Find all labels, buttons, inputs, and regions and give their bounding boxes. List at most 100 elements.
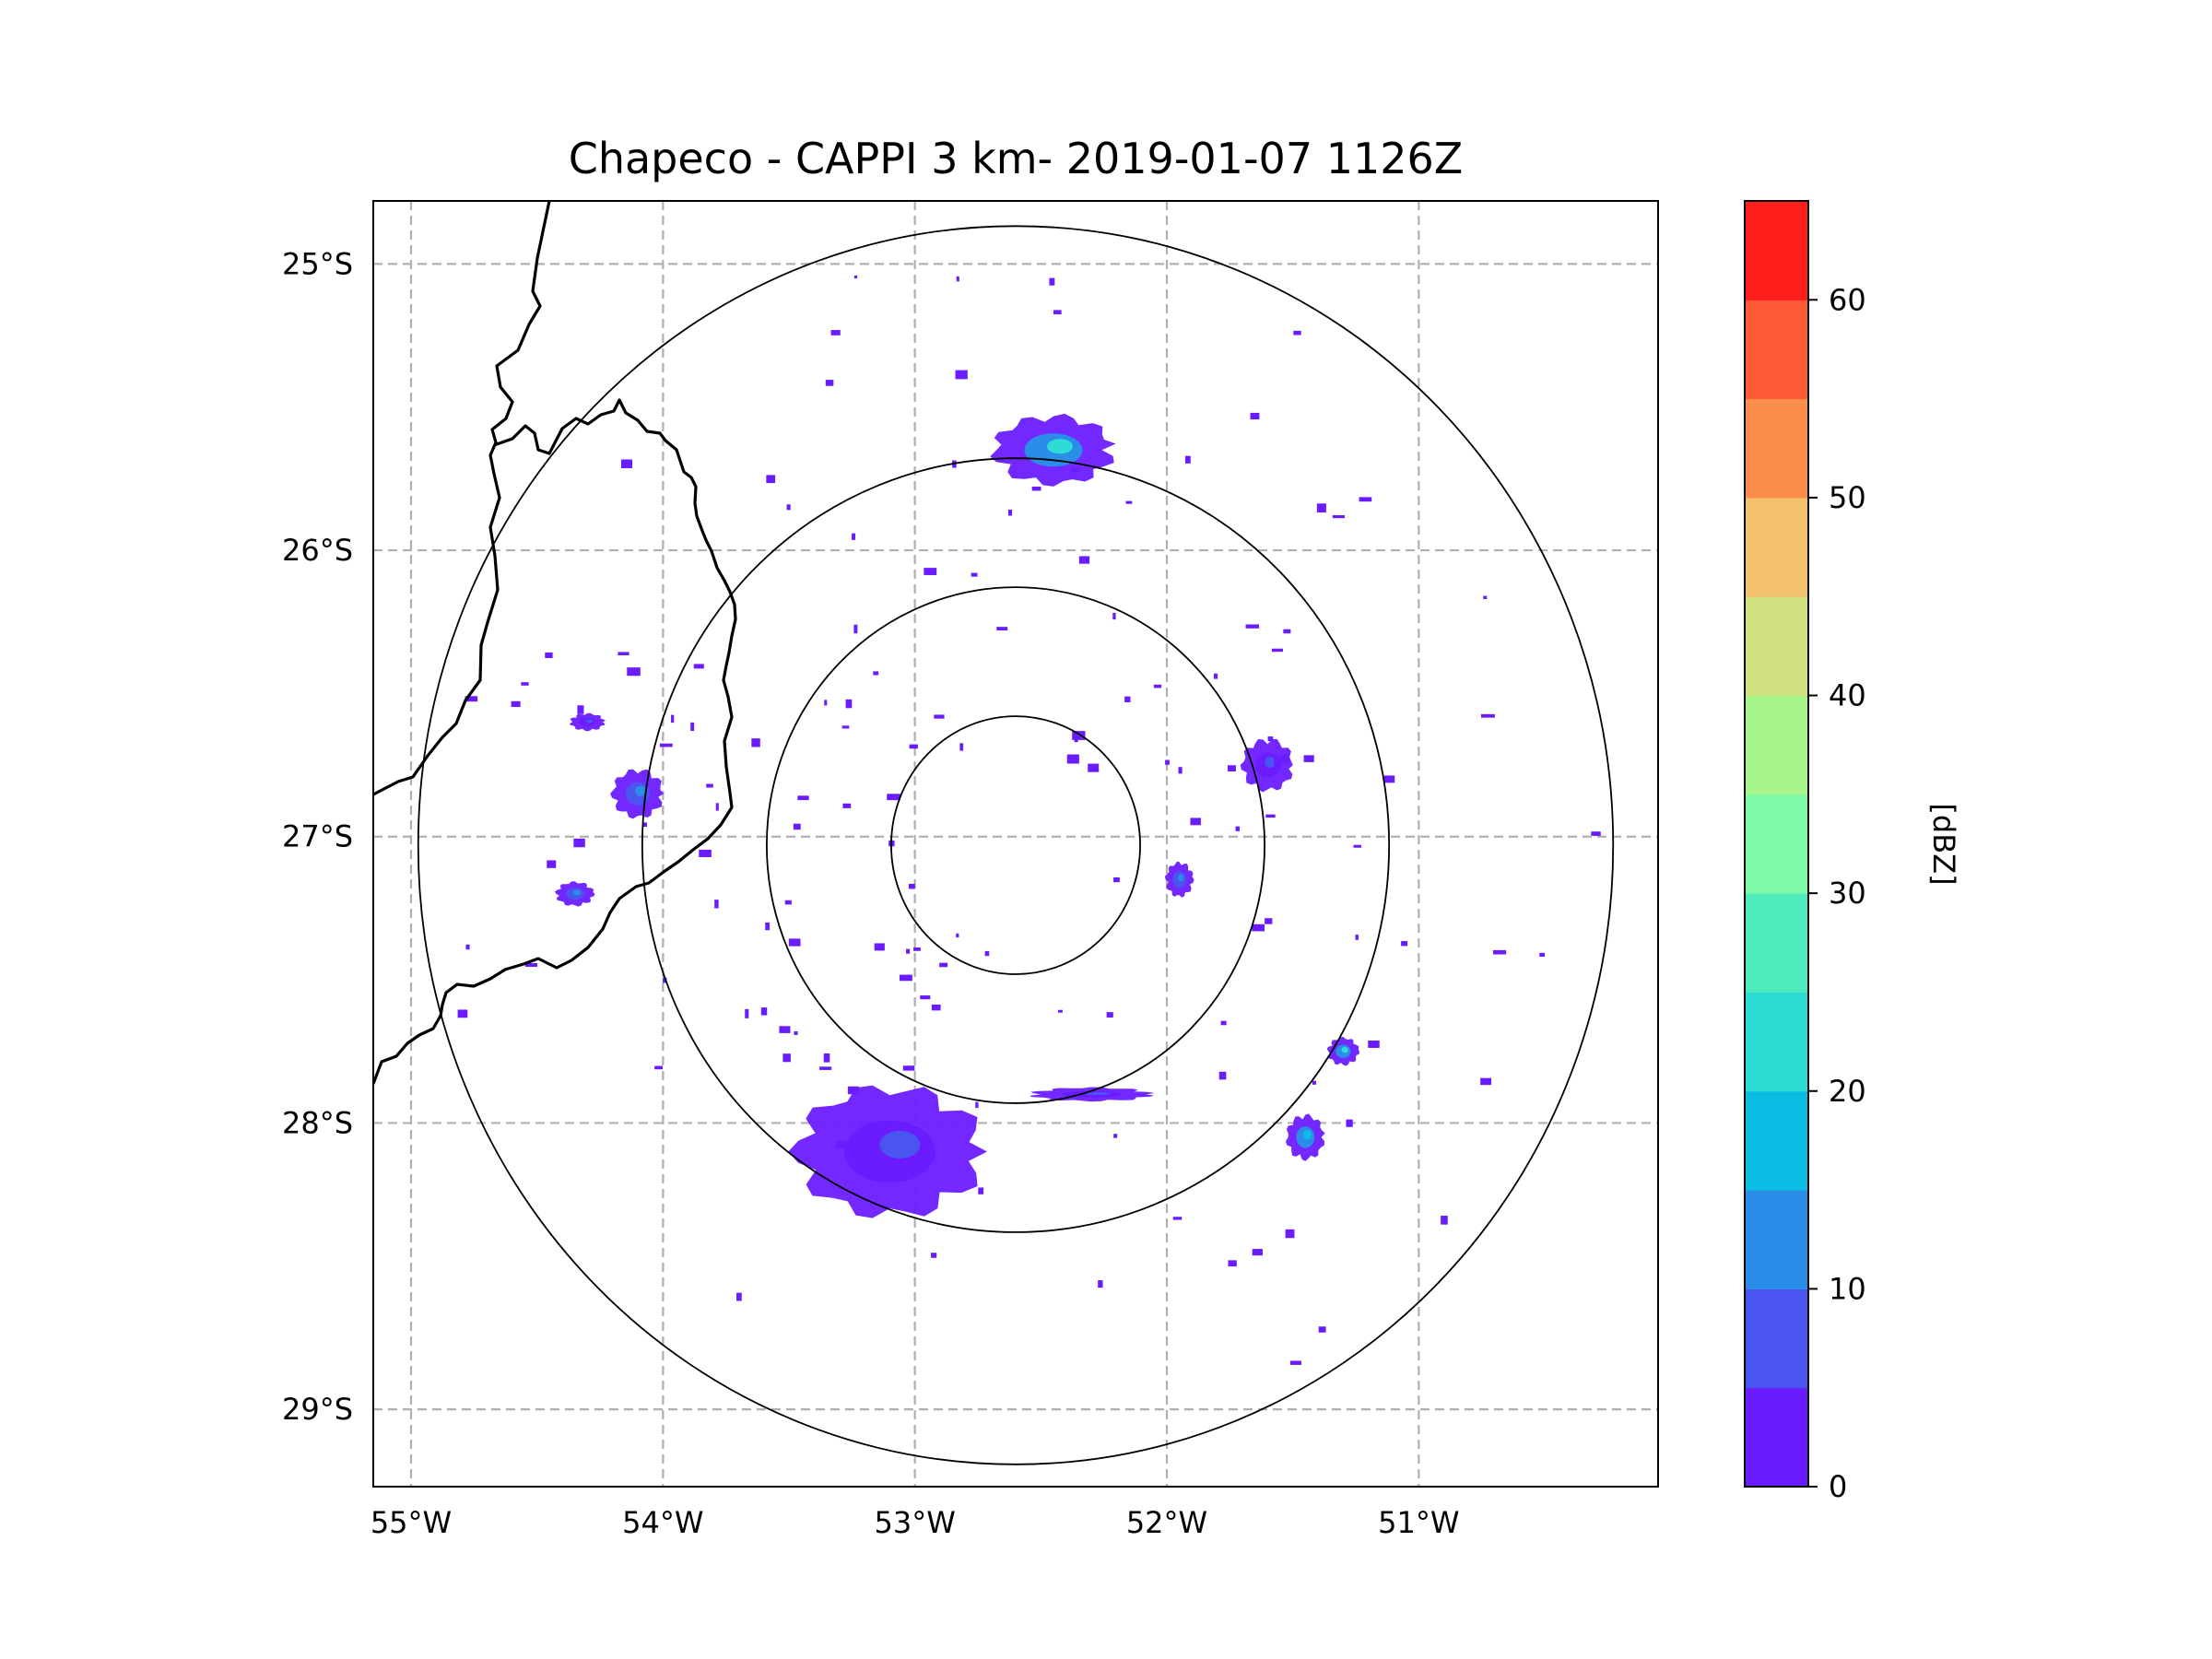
echo-speck: [1591, 831, 1601, 836]
echo-speck: [1401, 941, 1408, 947]
echo-speck: [1368, 1040, 1380, 1048]
map-frame: [372, 200, 1659, 1488]
echo-speck: [642, 822, 647, 828]
y-tick-label: 26°S: [282, 533, 353, 568]
echo-speck: [1245, 624, 1260, 629]
colorbar-band: [1745, 1387, 1808, 1488]
echo-speck: [908, 883, 915, 889]
colorbar-frame: [1744, 200, 1809, 1488]
echo-peak: [1341, 1046, 1348, 1053]
echo-speck: [920, 995, 931, 1000]
echo-speck: [1031, 486, 1041, 491]
echo-speck: [786, 504, 791, 511]
colorbar-tick-label: 50: [1829, 480, 1866, 515]
echo-speck: [1220, 1020, 1227, 1026]
echo-speck: [714, 900, 719, 909]
echo-peak: [635, 785, 646, 796]
echo-speck: [779, 1026, 791, 1033]
echo-west-cell-3: [570, 712, 606, 732]
echo-speck: [745, 1008, 749, 1018]
echo-speck: [465, 696, 478, 702]
echo-speck: [1283, 629, 1291, 634]
echo-speck: [1125, 500, 1133, 504]
echo-speck: [1057, 1009, 1063, 1013]
echo-peak: [572, 889, 582, 896]
echo-speck: [1088, 763, 1100, 772]
echo-speck: [751, 738, 760, 747]
echo-speck: [825, 380, 834, 386]
colorbar-band: [1745, 1190, 1808, 1289]
echo-speck: [835, 1141, 849, 1148]
y-tick-label: 27°S: [282, 819, 353, 854]
echo-southeast-cell-2: [1285, 1113, 1325, 1161]
echo-speck: [1252, 924, 1265, 932]
echo-speck: [573, 838, 585, 848]
echo-speck: [1316, 503, 1326, 513]
state-borders: [373, 201, 737, 1085]
echo-speck: [830, 330, 841, 335]
echo-speck: [524, 962, 538, 968]
colorbar-band: [1745, 300, 1808, 400]
colorbar-tick-label: 0: [1829, 1469, 1847, 1504]
echo-speck: [975, 1101, 979, 1109]
graticule: [373, 201, 1658, 1487]
echo-speck: [699, 849, 712, 857]
echo-speck: [654, 1065, 664, 1070]
colorbar-ticks: 0 10 20 30 40 50 60: [1808, 282, 1866, 1504]
echo-speck: [1213, 673, 1218, 679]
border-line-west: [373, 201, 551, 796]
echo-speck: [1289, 1360, 1302, 1365]
echo-speck: [1113, 877, 1120, 883]
chart-title: Chapeco - CAPPI 3 km- 2019-01-07 1126Z: [569, 134, 1464, 183]
echo-west-cell-2: [555, 881, 595, 907]
echo-speck: [627, 667, 641, 677]
echo-speck: [899, 974, 912, 982]
echo-speck: [1346, 1119, 1353, 1127]
echo-speck: [765, 922, 771, 931]
echo-speck: [465, 944, 470, 950]
echo-speck: [931, 1253, 937, 1258]
colorbar-tick-label: 40: [1829, 678, 1866, 713]
echo-speck: [620, 459, 632, 468]
x-tick-label: 55°W: [371, 1505, 452, 1540]
echo-speck: [841, 725, 850, 729]
echo-speck: [1184, 455, 1191, 464]
echo-east-band: [1240, 738, 1293, 793]
echo-speck: [1267, 736, 1274, 742]
echo-speck: [906, 948, 911, 954]
colorbar-band: [1745, 1288, 1808, 1389]
echo-speck: [824, 700, 828, 706]
echo-speck: [794, 1030, 798, 1035]
echo-speck: [1172, 1217, 1182, 1220]
y-tick-label: 29°S: [282, 1392, 353, 1427]
echo-speck: [1178, 767, 1182, 774]
border-line-state: [373, 398, 737, 1085]
echo-speck: [618, 652, 629, 656]
echo-speck: [659, 743, 673, 747]
echo-speck: [715, 803, 719, 811]
echo-speck: [1493, 949, 1507, 955]
echo-speck: [1113, 1134, 1118, 1138]
colorbar-band: [1745, 201, 1808, 300]
echo-speck: [996, 627, 1008, 631]
echo-speck: [1112, 613, 1116, 620]
range-ring: [890, 715, 1141, 975]
echo-speck: [873, 671, 879, 676]
echo-speck: [1218, 1071, 1227, 1080]
echo-speck: [1359, 497, 1372, 502]
echo-speck: [842, 803, 852, 808]
map-plot-area: [373, 201, 1658, 1487]
echo-speck: [1293, 330, 1301, 335]
x-axis-ticks: 55°W 54°W 53°W 52°W 51°W: [371, 1505, 1460, 1540]
echo-speck: [819, 1066, 832, 1070]
echo-speck: [955, 370, 968, 380]
colorbar-band: [1745, 893, 1808, 993]
echo-speck: [766, 475, 776, 484]
colorbar-tick-label: 30: [1829, 876, 1866, 911]
echo-speck: [1480, 1077, 1492, 1086]
echo-speck: [784, 900, 792, 905]
echo-speck: [1353, 844, 1361, 848]
colorbar-band: [1745, 695, 1808, 795]
echo-speck: [978, 1187, 984, 1194]
